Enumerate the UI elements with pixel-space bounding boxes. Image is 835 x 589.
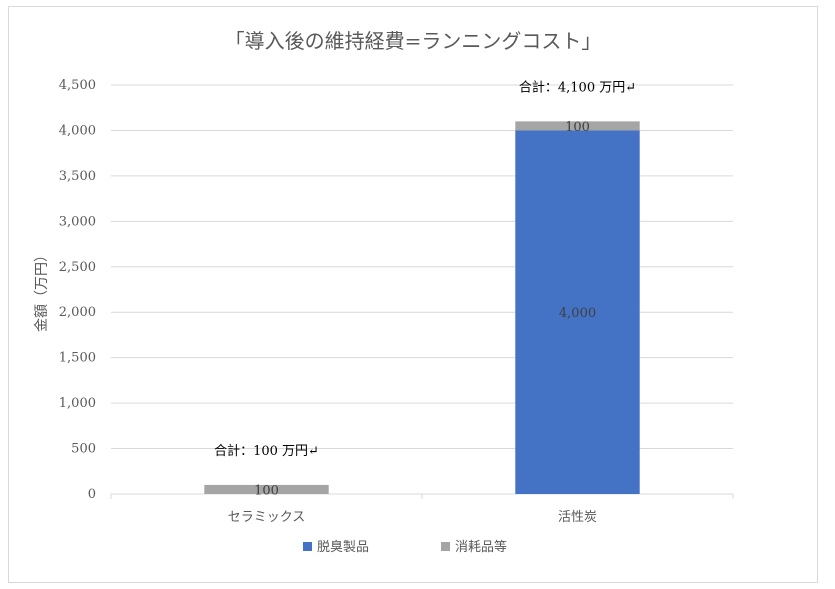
y-tick-label: 3,000 xyxy=(59,214,96,229)
total-annotation: 合計：4,100 万円↵ xyxy=(519,79,636,95)
data-label: 100 xyxy=(565,120,590,135)
y-tick-label: 3,500 xyxy=(59,169,96,184)
x-category-label: セラミックス xyxy=(228,510,306,525)
chart-title: 「導入後の維持経費=ランニングコスト」 xyxy=(225,29,602,53)
chart-frame xyxy=(8,6,818,583)
y-tick-label: 1,000 xyxy=(59,396,96,411)
data-labels: 100 100 4,000 合計：100 万円↵ 合計：4,100 万円↵ xyxy=(214,79,636,498)
legend-swatch xyxy=(303,542,312,551)
bar-segment xyxy=(515,121,640,131)
bar-segment xyxy=(515,130,640,494)
bars xyxy=(204,121,640,494)
x-axis-categories: セラミックス 活性炭 xyxy=(110,494,734,525)
legend-item-label: 脱臭製品 xyxy=(317,540,369,555)
y-tick-label: 2,500 xyxy=(59,260,96,275)
total-annotation: 合計：100 万円↵ xyxy=(214,443,319,459)
data-label: 4,000 xyxy=(559,306,596,321)
legend: 脱臭製品 消耗品等 xyxy=(303,539,507,555)
y-tick-label: 2,000 xyxy=(59,305,96,320)
y-tick-label: 500 xyxy=(71,442,96,457)
x-category-label: 活性炭 xyxy=(558,510,597,525)
y-tick-label: 4,000 xyxy=(59,123,96,138)
legend-swatch xyxy=(441,542,450,551)
y-axis-label: 金額（万円） xyxy=(34,248,50,332)
y-tick-label: 0 xyxy=(88,487,96,502)
bar-segment xyxy=(204,484,329,494)
y-axis-ticks: 0 500 1,000 1,500 2,000 2,500 3,000 3,500 4,000 4… xyxy=(59,78,96,502)
y-tick-label: 1,500 xyxy=(59,351,96,366)
data-label: 100 xyxy=(254,483,279,498)
legend-item-label: 消耗品等 xyxy=(455,539,507,555)
y-tick-label: 4,500 xyxy=(59,78,96,93)
